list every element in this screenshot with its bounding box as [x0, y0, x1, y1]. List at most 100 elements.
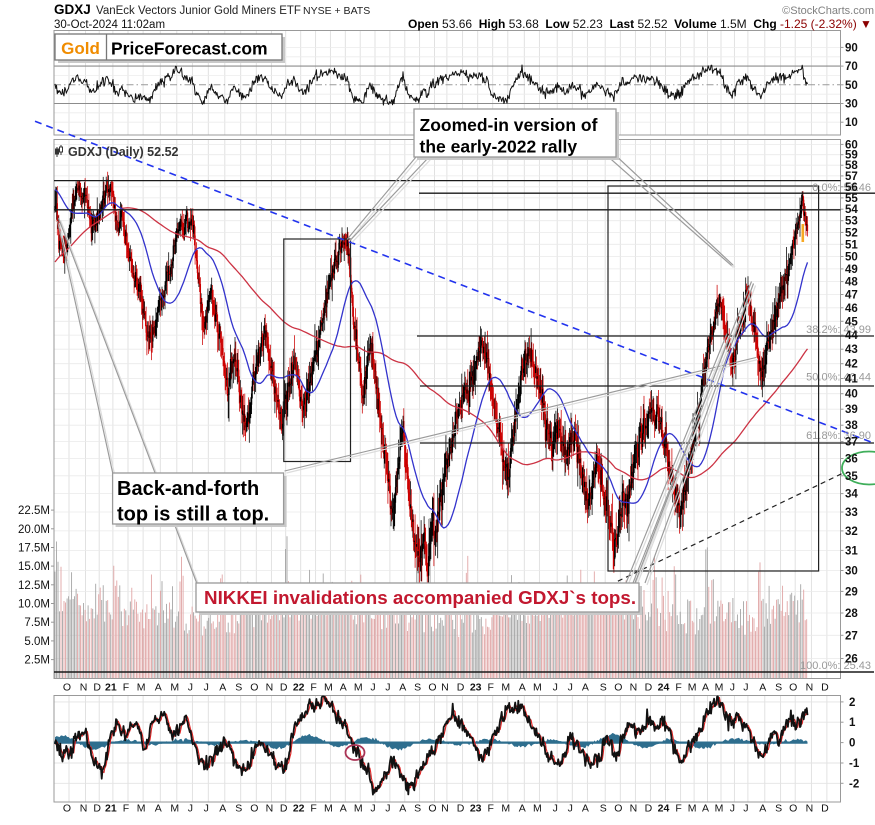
svg-text:58: 58	[845, 160, 858, 172]
svg-text:O: O	[63, 803, 71, 815]
svg-text:A: A	[399, 682, 406, 694]
svg-text:100.0%: 25.43: 100.0%: 25.43	[800, 660, 871, 672]
svg-text:A: A	[702, 682, 709, 694]
svg-text:J: J	[204, 803, 209, 815]
svg-text:top is still a top.: top is still a top.	[117, 504, 269, 526]
svg-text:30-Oct-2024 11:02am: 30-Oct-2024 11:02am	[54, 19, 165, 31]
svg-text:12.5M: 12.5M	[18, 580, 50, 592]
svg-text:17.5M: 17.5M	[18, 543, 50, 555]
svg-text:22: 22	[293, 682, 305, 694]
svg-text:38.2%: 43.99: 38.2%: 43.99	[806, 324, 871, 336]
svg-text:21: 21	[105, 803, 117, 815]
svg-text:40: 40	[845, 389, 858, 401]
svg-text:A: A	[155, 803, 162, 815]
svg-text:NIKKEI invalidations accompani: NIKKEI invalidations accompanied GDXJ`s …	[204, 587, 636, 608]
svg-text:M: M	[170, 682, 179, 694]
svg-text:60: 60	[845, 139, 858, 151]
svg-text:35: 35	[845, 471, 858, 483]
svg-text:S: S	[414, 682, 421, 694]
svg-text:F: F	[675, 682, 681, 694]
svg-text:S: S	[235, 803, 242, 815]
svg-text:M: M	[501, 682, 510, 694]
svg-text:M: M	[354, 682, 363, 694]
svg-text:M: M	[137, 803, 146, 815]
svg-text:PriceForecast.com: PriceForecast.com	[111, 39, 268, 59]
svg-text:36: 36	[845, 454, 858, 466]
svg-text:50: 50	[845, 80, 858, 92]
svg-text:D: D	[280, 682, 288, 694]
svg-text:N: N	[630, 803, 638, 815]
svg-text:50.0%: 40.44: 50.0%: 40.44	[806, 372, 871, 384]
svg-text:22: 22	[293, 803, 305, 815]
svg-text:F: F	[487, 803, 493, 815]
svg-text:43: 43	[845, 344, 858, 356]
svg-text:21: 21	[105, 682, 117, 694]
svg-text:37: 37	[845, 437, 858, 449]
svg-text:-2: -2	[849, 778, 859, 790]
svg-text:O: O	[428, 803, 436, 815]
svg-text:45: 45	[845, 316, 858, 328]
svg-text:O: O	[614, 682, 622, 694]
svg-text:A: A	[702, 803, 709, 815]
svg-text:S: S	[775, 682, 782, 694]
svg-text:22.5M: 22.5M	[18, 505, 50, 517]
svg-text:70: 70	[845, 61, 858, 73]
svg-text:46: 46	[845, 303, 858, 315]
svg-text:2.5M: 2.5M	[24, 655, 50, 667]
svg-text:-1: -1	[849, 758, 860, 770]
svg-text:J: J	[730, 682, 735, 694]
svg-text:A: A	[582, 682, 589, 694]
svg-text:32: 32	[845, 526, 858, 538]
svg-text:M: M	[533, 682, 542, 694]
svg-text:27: 27	[845, 630, 858, 642]
svg-text:2: 2	[849, 697, 855, 709]
svg-text:Zoomed-in version of: Zoomed-in version of	[420, 115, 598, 135]
svg-text:J: J	[188, 803, 193, 815]
svg-text:©StockCharts.com: ©StockCharts.com	[782, 5, 874, 17]
svg-text:F: F	[310, 682, 316, 694]
svg-text:10: 10	[845, 117, 858, 129]
svg-text:J: J	[553, 803, 558, 815]
svg-text:0: 0	[849, 738, 855, 750]
svg-text:41: 41	[845, 374, 858, 386]
svg-text:28: 28	[845, 608, 858, 620]
svg-text:52: 52	[845, 227, 858, 239]
svg-text:D: D	[280, 803, 288, 815]
svg-text:J: J	[188, 682, 193, 694]
svg-text:Open 53.66 High 53.68 Low 52: Open 53.66 High 53.68 Low 52.23 Last 52.…	[408, 17, 872, 31]
svg-text:O: O	[789, 682, 797, 694]
svg-text:F: F	[123, 682, 129, 694]
svg-text:O: O	[789, 803, 797, 815]
svg-text:20.0M: 20.0M	[18, 524, 50, 536]
svg-text:M: M	[715, 682, 724, 694]
svg-text:47: 47	[845, 290, 858, 302]
svg-text:50: 50	[845, 252, 858, 264]
svg-text:M: M	[715, 803, 724, 815]
svg-text:S: S	[235, 682, 242, 694]
svg-text:0.0%: 56.46: 0.0%: 56.46	[812, 182, 871, 194]
svg-text:A: A	[759, 803, 766, 815]
svg-text:NYSE + BATS: NYSE + BATS	[303, 5, 370, 17]
svg-text:GDXJ (Daily) 52.52: GDXJ (Daily) 52.52	[68, 145, 179, 159]
svg-text:O: O	[250, 682, 258, 694]
svg-text:A: A	[519, 803, 526, 815]
svg-text:34: 34	[845, 489, 858, 501]
svg-text:30: 30	[845, 99, 858, 111]
svg-text:33: 33	[845, 507, 858, 519]
svg-text:N: N	[441, 682, 449, 694]
svg-text:59: 59	[845, 150, 858, 162]
svg-text:M: M	[137, 682, 146, 694]
svg-text:S: S	[414, 803, 421, 815]
svg-text:48: 48	[845, 277, 858, 289]
svg-text:N: N	[80, 803, 88, 815]
svg-text:M: M	[688, 682, 697, 694]
svg-text:O: O	[63, 682, 71, 694]
svg-text:M: M	[688, 803, 697, 815]
svg-text:N: N	[266, 682, 274, 694]
svg-text:A: A	[759, 682, 766, 694]
svg-text:A: A	[219, 803, 226, 815]
svg-text:57: 57	[845, 171, 858, 183]
svg-text:61.8%: 36.90: 61.8%: 36.90	[806, 430, 871, 442]
svg-text:10.0M: 10.0M	[18, 599, 50, 611]
svg-text:N: N	[806, 682, 814, 694]
